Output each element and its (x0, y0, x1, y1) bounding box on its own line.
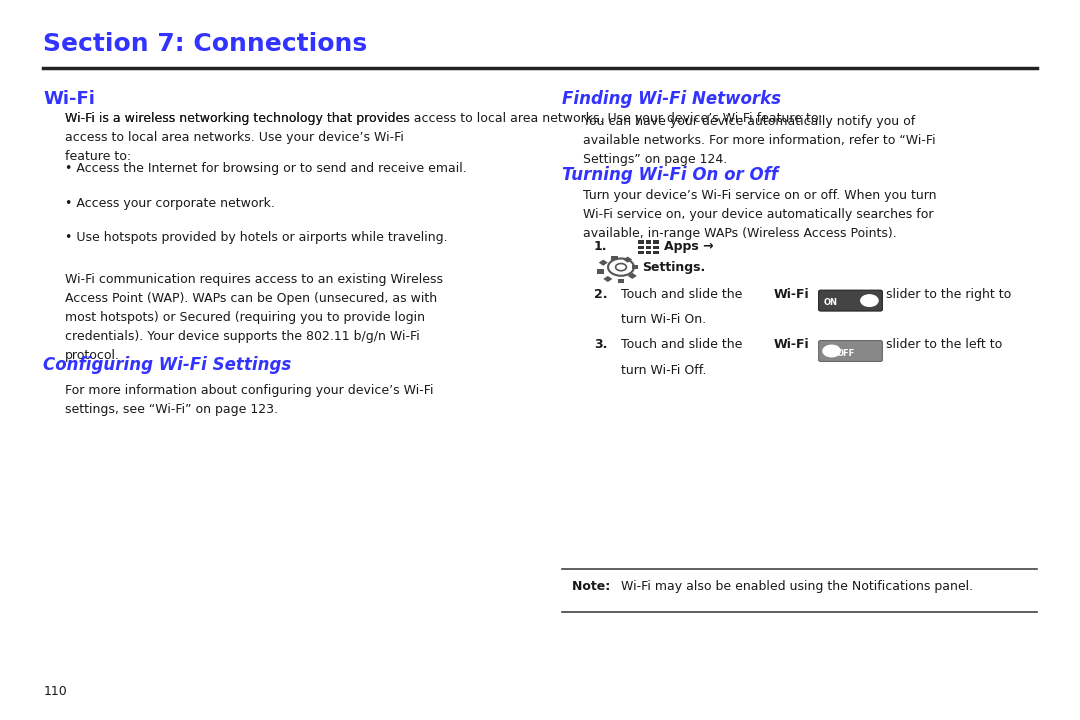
Text: Configuring Wi-Fi Settings: Configuring Wi-Fi Settings (43, 356, 292, 374)
Text: Touch and slide the: Touch and slide the (621, 338, 746, 351)
Bar (653, 240, 659, 244)
Text: Wi-Fi is a wireless networking technology that provides
access to local area net: Wi-Fi is a wireless networking technolog… (65, 112, 409, 163)
Bar (627, 273, 637, 279)
Text: turn Wi-Fi On.: turn Wi-Fi On. (621, 313, 706, 326)
Text: slider to the right to: slider to the right to (886, 288, 1011, 301)
Text: Touch and slide the: Touch and slide the (621, 288, 746, 301)
Bar (646, 251, 651, 254)
Bar (604, 276, 612, 282)
Text: Wi-Fi: Wi-Fi (43, 90, 95, 108)
Circle shape (823, 346, 840, 356)
Bar (623, 256, 632, 263)
Text: Finding Wi-Fi Networks: Finding Wi-Fi Networks (562, 90, 781, 108)
Bar (618, 279, 624, 283)
Bar (611, 256, 618, 260)
FancyBboxPatch shape (819, 341, 882, 361)
Text: • Use hotspots provided by hotels or airports while traveling.: • Use hotspots provided by hotels or air… (65, 231, 447, 244)
Bar (598, 260, 608, 266)
Text: Wi-Fi: Wi-Fi (773, 338, 809, 351)
Text: • Access the Internet for browsing or to send and receive email.: • Access the Internet for browsing or to… (65, 162, 467, 175)
Text: 3.: 3. (594, 338, 607, 351)
Text: Turn your device’s Wi-Fi service on or off. When you turn
Wi-Fi service on, your: Turn your device’s Wi-Fi service on or o… (583, 189, 936, 240)
Text: slider to the left to: slider to the left to (886, 338, 1002, 351)
Text: 110: 110 (43, 685, 67, 698)
Text: Wi-Fi may also be enabled using the Notifications panel.: Wi-Fi may also be enabled using the Noti… (621, 580, 973, 593)
Text: • Access your corporate network.: • Access your corporate network. (65, 197, 274, 210)
Text: 1.: 1. (594, 240, 607, 253)
Bar (653, 246, 659, 249)
Text: Turning Wi-Fi On or Off: Turning Wi-Fi On or Off (562, 166, 778, 184)
Text: Wi-Fi: Wi-Fi (773, 288, 809, 301)
Bar (653, 251, 659, 254)
Text: Settings.: Settings. (643, 261, 706, 274)
Bar (646, 240, 651, 244)
Bar (597, 269, 604, 274)
Text: Section 7: Connections: Section 7: Connections (43, 32, 367, 56)
Bar (638, 251, 644, 254)
Text: Wi-Fi is a wireless networking technology that provides access to local area net: Wi-Fi is a wireless networking technolog… (65, 112, 823, 125)
Text: turn Wi-Fi Off.: turn Wi-Fi Off. (621, 364, 706, 377)
Bar (632, 265, 638, 269)
Text: Apps →: Apps → (664, 240, 714, 253)
Circle shape (861, 295, 878, 307)
Text: ON: ON (824, 298, 838, 307)
Text: OFF: OFF (837, 348, 855, 358)
Text: You can have your device automatically notify you of
available networks. For mor: You can have your device automatically n… (583, 115, 936, 166)
Text: For more information about configuring your device’s Wi-Fi
settings, see “Wi-Fi”: For more information about configuring y… (65, 384, 433, 416)
Text: 2.: 2. (594, 288, 607, 301)
Bar (646, 246, 651, 249)
FancyBboxPatch shape (819, 290, 882, 311)
Text: Note:: Note: (572, 580, 615, 593)
Text: Wi-Fi communication requires access to an existing Wireless
Access Point (WAP). : Wi-Fi communication requires access to a… (65, 273, 443, 362)
Bar (638, 240, 644, 244)
Bar (638, 246, 644, 249)
